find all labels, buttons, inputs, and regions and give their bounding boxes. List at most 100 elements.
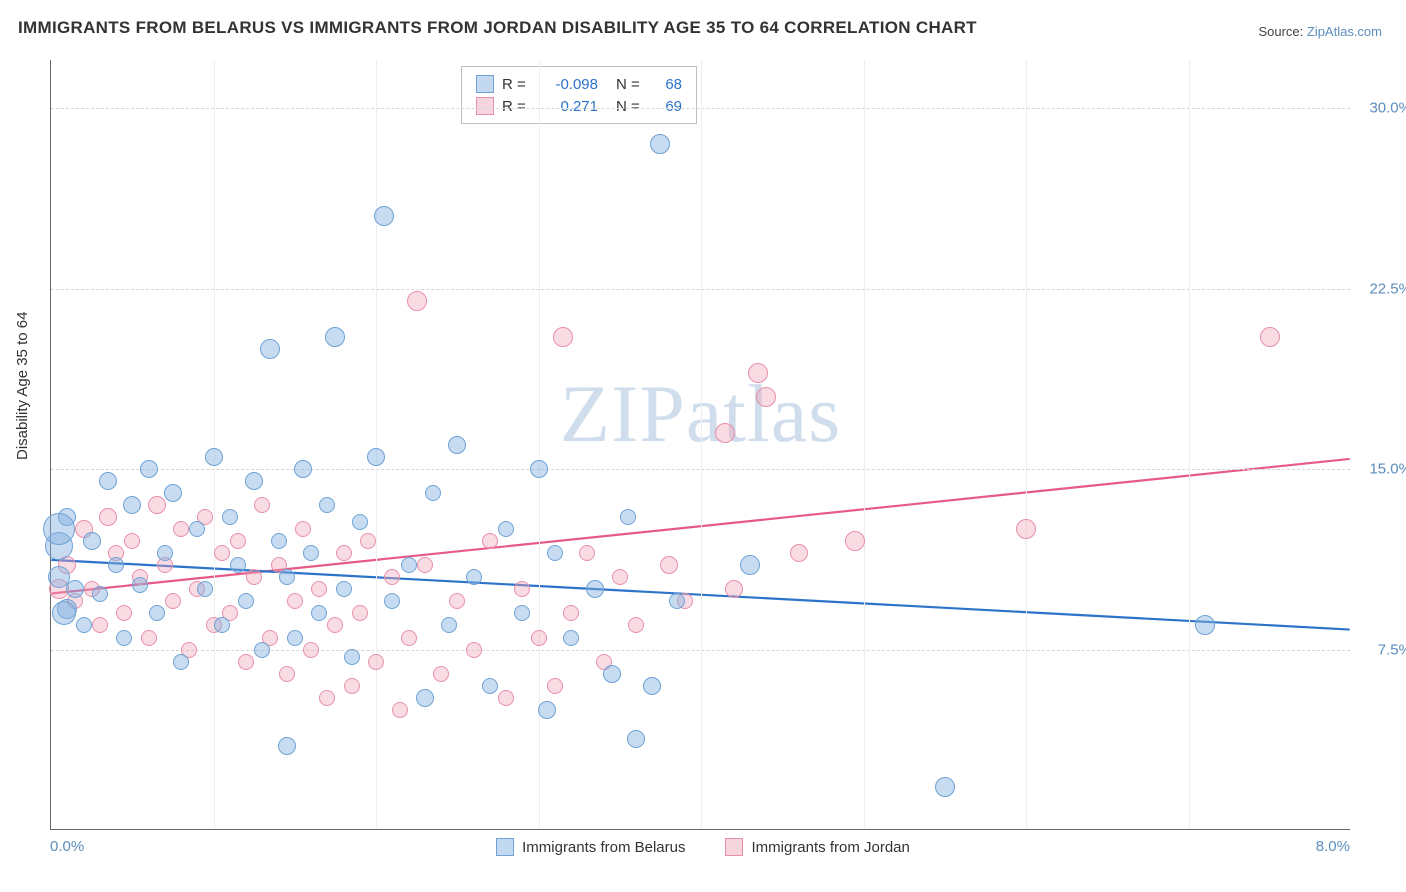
data-point-belarus — [325, 327, 345, 347]
data-point-jordan — [336, 545, 352, 561]
data-point-belarus — [498, 521, 514, 537]
n-label: N = — [616, 98, 644, 115]
r-label: R = — [502, 76, 530, 93]
data-point-belarus — [627, 730, 645, 748]
data-point-belarus — [164, 484, 182, 502]
data-point-jordan — [401, 630, 417, 646]
data-point-belarus — [514, 605, 530, 621]
data-point-belarus — [586, 580, 604, 598]
data-point-jordan — [392, 702, 408, 718]
data-point-belarus — [271, 533, 287, 549]
data-point-belarus — [279, 569, 295, 585]
legend-item-belarus: Immigrants from Belarus — [496, 838, 685, 856]
data-point-jordan — [148, 496, 166, 514]
data-point-belarus — [303, 545, 319, 561]
data-point-belarus — [935, 777, 955, 797]
data-point-belarus — [157, 545, 173, 561]
n-value: 68 — [652, 76, 682, 93]
data-point-belarus — [669, 593, 685, 609]
data-point-jordan — [384, 569, 400, 585]
data-point-belarus — [92, 586, 108, 602]
swatch-pink-icon — [725, 838, 743, 856]
data-point-jordan — [295, 521, 311, 537]
data-point-jordan — [715, 423, 735, 443]
data-point-jordan — [368, 654, 384, 670]
data-point-jordan — [1260, 327, 1280, 347]
data-point-jordan — [433, 666, 449, 682]
data-point-belarus — [132, 577, 148, 593]
data-point-belarus — [1195, 615, 1215, 635]
data-point-jordan — [417, 557, 433, 573]
data-point-belarus — [52, 601, 76, 625]
data-point-jordan — [660, 556, 678, 574]
data-point-jordan — [246, 569, 262, 585]
data-point-belarus — [384, 593, 400, 609]
data-point-jordan — [327, 617, 343, 633]
gridline-v — [864, 60, 865, 829]
r-label: R = — [502, 98, 530, 115]
data-point-belarus — [222, 509, 238, 525]
data-point-belarus — [336, 581, 352, 597]
data-point-jordan — [612, 569, 628, 585]
n-label: N = — [616, 76, 644, 93]
data-point-belarus — [189, 521, 205, 537]
data-point-jordan — [748, 363, 768, 383]
data-point-jordan — [531, 630, 547, 646]
y-tick-label: 22.5% — [1369, 280, 1406, 297]
swatch-blue-icon — [496, 838, 514, 856]
source-attribution: Source: ZipAtlas.com — [1258, 24, 1382, 39]
data-point-belarus — [76, 617, 92, 633]
data-point-jordan — [230, 533, 246, 549]
data-point-belarus — [538, 701, 556, 719]
data-point-belarus — [205, 448, 223, 466]
gridline-v — [214, 60, 215, 829]
data-point-belarus — [352, 514, 368, 530]
legend-label: Immigrants from Belarus — [522, 839, 685, 856]
data-point-belarus — [214, 617, 230, 633]
data-point-jordan — [563, 605, 579, 621]
data-point-belarus — [260, 339, 280, 359]
data-point-belarus — [66, 580, 84, 598]
data-point-jordan — [165, 593, 181, 609]
gridline-v — [701, 60, 702, 829]
gridline-v — [1189, 60, 1190, 829]
gridline-v — [1026, 60, 1027, 829]
data-point-belarus — [287, 630, 303, 646]
data-point-belarus — [448, 436, 466, 454]
data-point-belarus — [650, 134, 670, 154]
data-point-belarus — [401, 557, 417, 573]
data-point-jordan — [514, 581, 530, 597]
legend-label: Immigrants from Jordan — [751, 839, 909, 856]
y-axis-label: Disability Age 35 to 64 — [14, 312, 31, 460]
data-point-belarus — [603, 665, 621, 683]
legend-row-belarus: R = -0.098 N = 68 — [476, 73, 682, 95]
chart-container: IMMIGRANTS FROM BELARUS VS IMMIGRANTS FR… — [0, 0, 1406, 892]
chart-title: IMMIGRANTS FROM BELARUS VS IMMIGRANTS FR… — [18, 18, 977, 38]
r-value: -0.098 — [538, 76, 598, 93]
data-point-belarus — [254, 642, 270, 658]
data-point-belarus — [441, 617, 457, 633]
data-point-belarus — [238, 593, 254, 609]
data-point-belarus — [108, 557, 124, 573]
data-point-jordan — [360, 533, 376, 549]
swatch-blue-icon — [476, 75, 494, 93]
data-point-belarus — [149, 605, 165, 621]
data-point-belarus — [197, 581, 213, 597]
data-point-belarus — [43, 513, 75, 545]
data-point-jordan — [214, 545, 230, 561]
data-point-belarus — [740, 555, 760, 575]
data-point-jordan — [756, 387, 776, 407]
legend-item-jordan: Immigrants from Jordan — [725, 838, 909, 856]
data-point-jordan — [116, 605, 132, 621]
data-point-belarus — [374, 206, 394, 226]
data-point-belarus — [643, 677, 661, 695]
data-point-belarus — [344, 649, 360, 665]
data-point-jordan — [1016, 519, 1036, 539]
data-point-jordan — [845, 531, 865, 551]
data-point-jordan — [725, 580, 743, 598]
data-point-belarus — [230, 557, 246, 573]
data-point-jordan — [303, 642, 319, 658]
data-point-jordan — [311, 581, 327, 597]
data-point-belarus — [530, 460, 548, 478]
data-point-jordan — [344, 678, 360, 694]
